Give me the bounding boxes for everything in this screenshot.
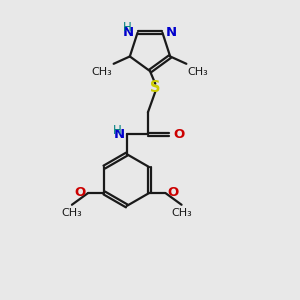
Text: CH₃: CH₃ [188,67,208,77]
Text: H: H [123,21,132,34]
Text: S: S [150,80,160,95]
Text: N: N [123,26,134,39]
Text: N: N [113,128,124,141]
Text: CH₃: CH₃ [171,208,192,218]
Text: O: O [74,187,86,200]
Text: N: N [166,26,177,39]
Text: CH₃: CH₃ [61,208,82,218]
Text: H: H [113,124,122,137]
Text: O: O [168,187,179,200]
Text: O: O [173,128,184,141]
Text: CH₃: CH₃ [92,67,112,77]
